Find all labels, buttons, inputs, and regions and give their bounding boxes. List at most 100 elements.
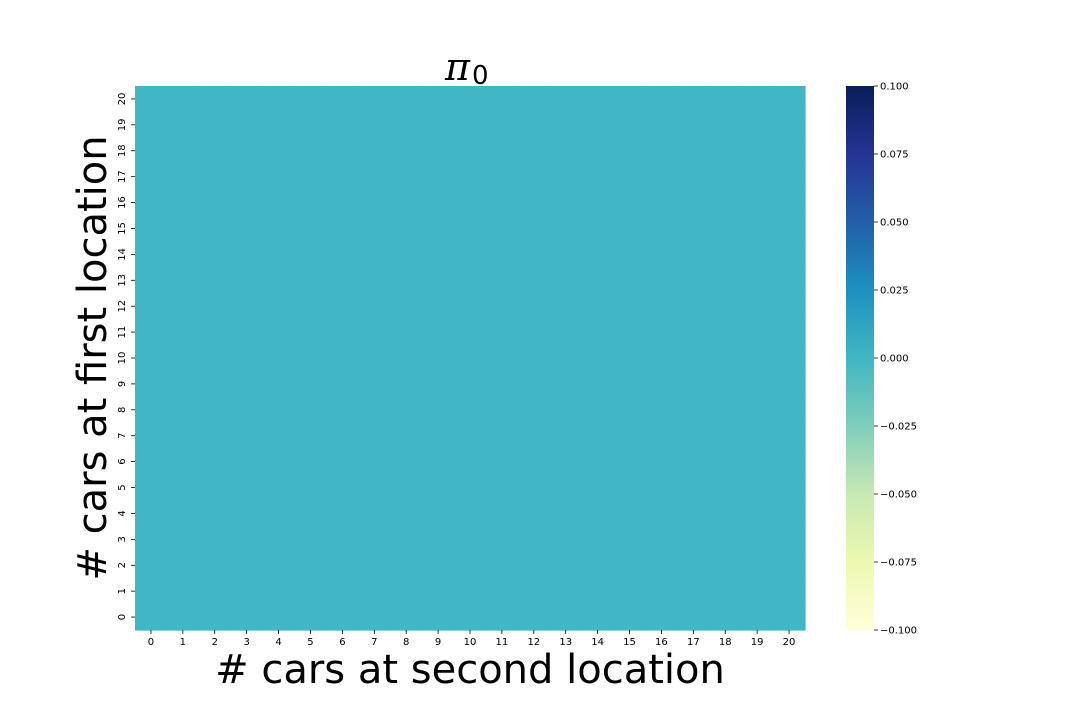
heatmap-cell (358, 137, 391, 165)
heatmap-cell (294, 526, 328, 553)
heatmap-cell (454, 552, 487, 579)
heatmap-cell (581, 267, 615, 294)
heatmap-cell (613, 448, 647, 476)
heatmap-cell (581, 163, 615, 191)
heatmap-cell (485, 86, 519, 113)
heatmap-cell (613, 345, 647, 372)
heatmap-cell (613, 396, 647, 424)
heatmap-cell (549, 241, 583, 268)
heatmap-cell (198, 396, 232, 424)
heatmap-cell (454, 370, 487, 398)
heatmap-cell (198, 293, 232, 320)
heatmap-cell (454, 422, 487, 450)
heatmap-cell (485, 137, 519, 165)
heatmap-cell (773, 396, 806, 424)
heatmap-cell (485, 526, 519, 553)
heatmap-cell (390, 241, 423, 268)
heatmap-cell (135, 293, 168, 320)
heatmap-cell (262, 474, 296, 502)
chart-title-symbol: π (444, 45, 471, 89)
heatmap-cell (198, 578, 232, 605)
heatmap-cell (709, 474, 742, 502)
heatmap-cell (262, 370, 296, 398)
heatmap-cell (517, 293, 551, 320)
heatmap-cell (166, 111, 200, 139)
y-tick-label: 15 (117, 222, 128, 235)
heatmap-cell (198, 86, 232, 113)
y-tick-label: 19 (117, 118, 128, 131)
x-tick-label: 1 (180, 637, 186, 648)
heatmap-cell (517, 137, 551, 165)
heatmap-cell (517, 111, 551, 139)
heatmap-cell (135, 422, 168, 450)
heatmap-cell (326, 137, 359, 165)
heatmap-cell (358, 319, 391, 346)
heatmap-cell (613, 422, 647, 450)
heatmap-cell (645, 111, 678, 139)
heatmap-cell (135, 604, 168, 631)
heatmap-cell (166, 267, 200, 294)
heatmap-cell (230, 163, 264, 191)
heatmap-cell (230, 422, 264, 450)
heatmap-cell (262, 189, 296, 217)
heatmap-cell (581, 189, 615, 217)
heatmap-cell (581, 370, 615, 398)
heatmap-cell (773, 526, 806, 553)
heatmap-cell (454, 86, 487, 113)
heatmap-cell (741, 241, 774, 268)
x-tick-label: 5 (307, 637, 313, 648)
heatmap-cell (741, 215, 774, 243)
heatmap-cell (422, 293, 455, 320)
y-tick-label: 12 (117, 300, 128, 313)
heatmap-cell (709, 163, 742, 191)
heatmap-cell (294, 241, 328, 268)
heatmap-cell (135, 448, 168, 476)
heatmap-cell (326, 163, 359, 191)
y-tick-label: 1 (117, 588, 128, 594)
heatmap-cell (326, 500, 359, 527)
heatmap-cell (358, 215, 391, 243)
heatmap-cell (741, 163, 774, 191)
heatmap-cell (454, 241, 487, 268)
heatmap-cell (198, 215, 232, 243)
heatmap-cell (166, 293, 200, 320)
heatmap-cell (294, 267, 328, 294)
heatmap-cell (422, 370, 455, 398)
y-tick-label: 6 (117, 458, 128, 464)
heatmap-cell (645, 422, 678, 450)
heatmap-cell (166, 604, 200, 631)
colorbar-tick-label: −0.025 (880, 422, 917, 433)
heatmap-cell (326, 448, 359, 476)
heatmap-cell (454, 396, 487, 424)
heatmap-cell (294, 319, 328, 346)
heatmap-cell (390, 474, 423, 502)
heatmap-cell (390, 137, 423, 165)
heatmap-cell (773, 267, 806, 294)
heatmap-cell (773, 189, 806, 217)
heatmap-cell (549, 86, 583, 113)
heatmap-cell (485, 189, 519, 217)
heatmap-cell (613, 500, 647, 527)
heatmap-cell (135, 474, 168, 502)
heatmap-cell (485, 293, 519, 320)
heatmap-cell (677, 370, 710, 398)
heatmap-cell (677, 86, 710, 113)
heatmap-cell (422, 552, 455, 579)
heatmap-cell (422, 396, 455, 424)
heatmap-cell (454, 137, 487, 165)
heatmap-cell (741, 604, 774, 631)
heatmap-cell (198, 526, 232, 553)
heatmap-cell (485, 215, 519, 243)
heatmap-cell (135, 319, 168, 346)
heatmap-cell (741, 474, 774, 502)
heatmap-cell (262, 526, 296, 553)
heatmap-cell (262, 111, 296, 139)
heatmap-cell (613, 474, 647, 502)
heatmap-cell (135, 370, 168, 398)
heatmap-cell (485, 163, 519, 191)
heatmap-cell (709, 422, 742, 450)
heatmap-cell (709, 396, 742, 424)
x-tick-label: 3 (243, 637, 249, 648)
heatmap-cell (485, 370, 519, 398)
heatmap-cell (230, 474, 264, 502)
